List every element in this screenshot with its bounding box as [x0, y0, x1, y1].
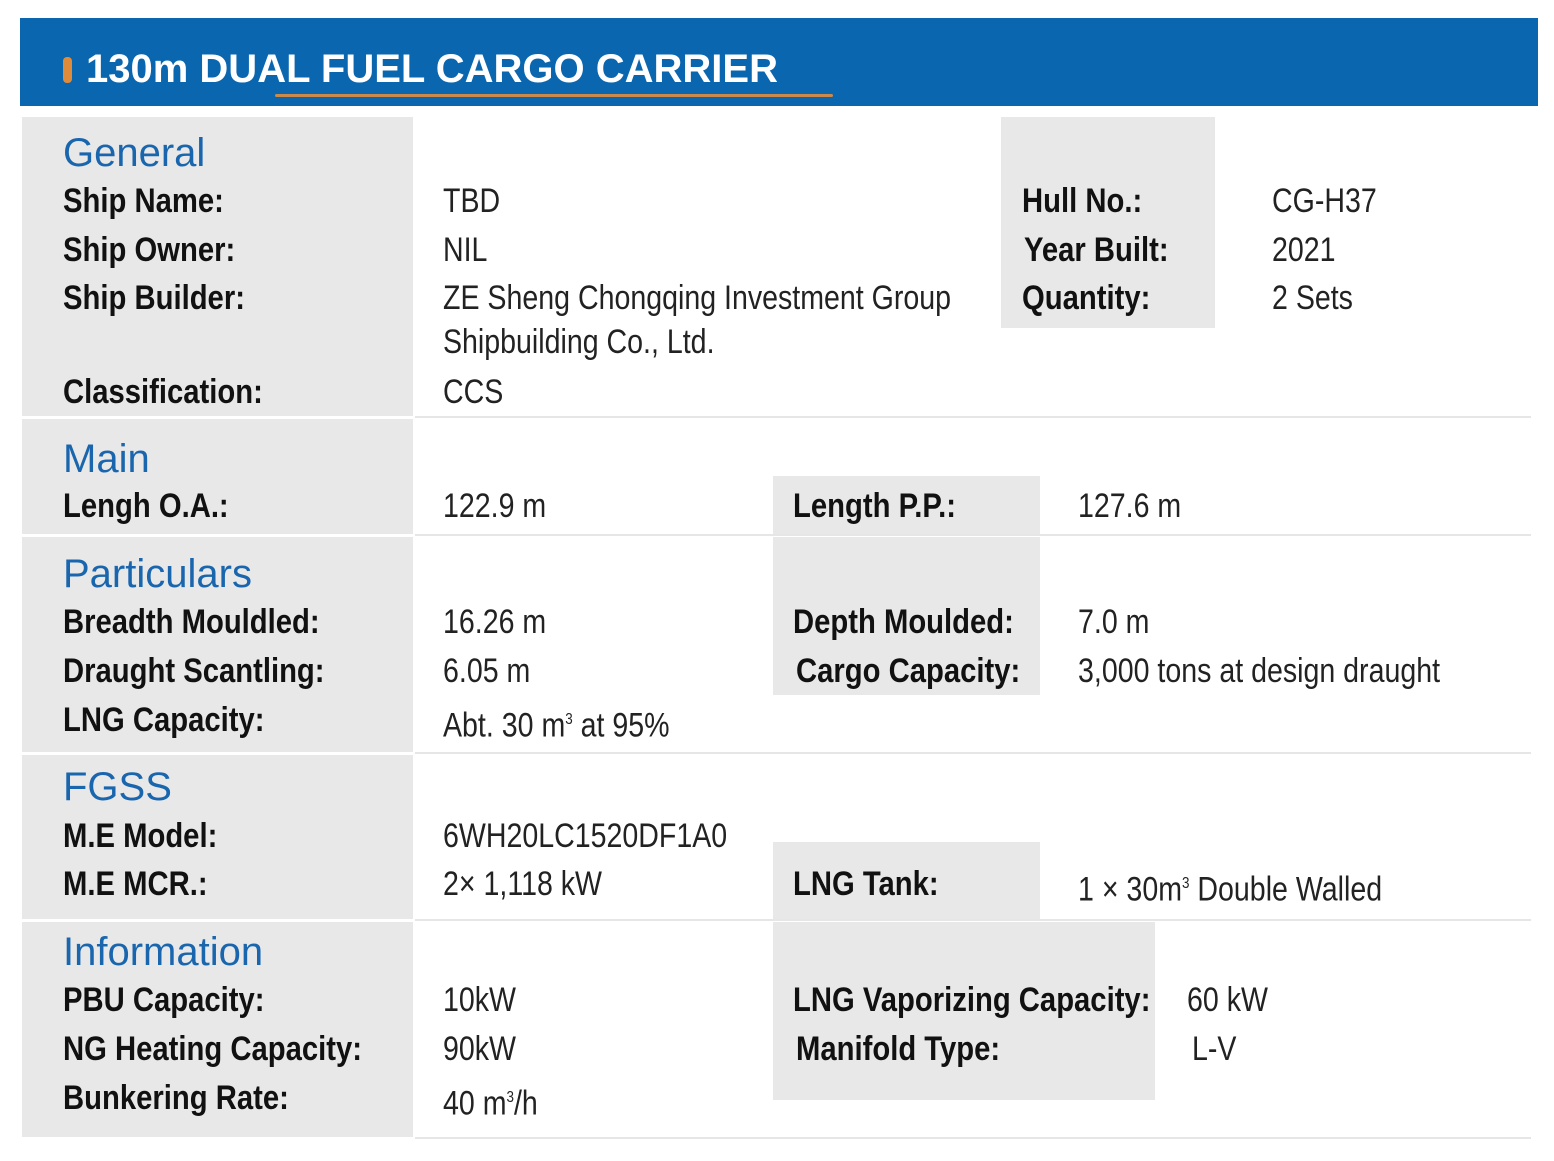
length-pp-label: Length P.P.:: [793, 487, 957, 525]
title-banner: [20, 18, 1538, 106]
particulars-right-label-box: [773, 537, 1040, 695]
depth-value: 7.0 m: [1078, 603, 1150, 641]
bunkering-value: 40 m3/h: [443, 1078, 538, 1123]
vaporizing-value: 60 kW: [1187, 981, 1268, 1019]
hull-no-label: Hull No.:: [1022, 182, 1143, 220]
cargo-capacity-value: 3,000 tons at design draught: [1078, 652, 1441, 690]
me-mcr-value: 2× 1,118 kW: [443, 865, 603, 903]
superscript: 3: [565, 711, 573, 728]
lng-capacity-value: Abt. 30 m3 at 95%: [443, 700, 670, 745]
ship-name-value: TBD: [443, 182, 501, 220]
ship-owner-label: Ship Owner:: [63, 231, 236, 269]
accent-bar: [63, 57, 72, 83]
lng-tank-value-main: 1 × 30m: [1078, 870, 1183, 909]
quantity-value: 2 Sets: [1272, 279, 1353, 317]
main-right-label-box: [773, 476, 1040, 535]
quantity-label: Quantity:: [1022, 279, 1151, 317]
me-model-label: M.E Model:: [63, 817, 218, 855]
breadth-label: Breadth Mouldled:: [63, 603, 320, 641]
page-title: 130m DUAL FUEL CARGO CARRIER: [86, 47, 778, 91]
manifold-value: L-V: [1192, 1030, 1237, 1068]
lng-capacity-label: LNG Capacity:: [63, 701, 265, 739]
year-built-value: 2021: [1272, 231, 1336, 269]
lng-tank-label: LNG Tank:: [793, 865, 939, 903]
ship-builder-value-line2: Shipbuilding Co., Ltd.: [443, 323, 715, 361]
ship-builder-label: Ship Builder:: [63, 279, 245, 317]
lng-tank-value: 1 × 30m3 Double Walled: [1078, 864, 1382, 909]
bunkering-value-suffix: /h: [513, 1084, 538, 1123]
length-oa-label: Lengh O.A.:: [63, 487, 229, 525]
title-underline: [275, 94, 833, 97]
divider: [415, 919, 1531, 921]
divider: [415, 1137, 1531, 1139]
divider: [415, 534, 1531, 536]
draught-label: Draught Scantling:: [63, 652, 325, 690]
pbu-value: 10kW: [443, 981, 517, 1019]
information-label-column: [22, 922, 413, 1137]
me-mcr-label: M.E MCR.:: [63, 865, 208, 903]
superscript: 3: [1182, 875, 1190, 892]
lng-capacity-value-suffix: at 95%: [572, 706, 670, 745]
classification-value: CCS: [443, 373, 504, 411]
draught-value: 6.05 m: [443, 652, 531, 690]
ship-name-label: Ship Name:: [63, 182, 224, 220]
general-label-column: [22, 117, 413, 416]
section-title-particulars: Particulars: [63, 552, 252, 596]
divider: [415, 416, 1531, 418]
section-title-information: Information: [63, 930, 264, 974]
main-label-column: [22, 419, 413, 534]
section-title-fgss: FGSS: [63, 765, 172, 809]
manifold-label: Manifold Type:: [796, 1030, 1001, 1068]
breadth-value: 16.26 m: [443, 603, 547, 641]
ship-builder-value-line1: ZE Sheng Chongqing Investment Group: [443, 279, 952, 317]
depth-label: Depth Moulded:: [793, 603, 1014, 641]
classification-label: Classification:: [63, 373, 263, 411]
bunkering-label: Bunkering Rate:: [63, 1079, 289, 1117]
ship-owner-value: NIL: [443, 231, 488, 269]
superscript: 3: [506, 1089, 514, 1106]
divider: [415, 752, 1531, 754]
length-pp-value: 127.6 m: [1078, 487, 1182, 525]
length-oa-value: 122.9 m: [443, 487, 547, 525]
year-built-label: Year Built:: [1024, 231, 1169, 269]
hull-no-value: CG-H37: [1272, 182, 1377, 220]
me-model-value: 6WH20LC1520DF1A0: [443, 817, 728, 855]
fgss-right-label-box: [773, 842, 1040, 919]
lng-tank-value-suffix: Double Walled: [1189, 870, 1383, 909]
general-right-label-box: [1001, 117, 1215, 328]
information-right-label-box: [773, 922, 1155, 1100]
pbu-label: PBU Capacity:: [63, 981, 265, 1019]
fgss-label-column: [22, 755, 413, 919]
section-title-main: Main: [63, 437, 150, 481]
bunkering-value-main: 40 m: [443, 1084, 507, 1123]
ng-heating-value: 90kW: [443, 1030, 517, 1068]
particulars-label-column: [22, 537, 413, 752]
lng-capacity-value-main: Abt. 30 m: [443, 706, 566, 745]
section-title-general: General: [63, 131, 206, 175]
ng-heating-label: NG Heating Capacity:: [63, 1030, 362, 1068]
vaporizing-label: LNG Vaporizing Capacity:: [793, 981, 1151, 1019]
cargo-capacity-label: Cargo Capacity:: [796, 652, 1021, 690]
